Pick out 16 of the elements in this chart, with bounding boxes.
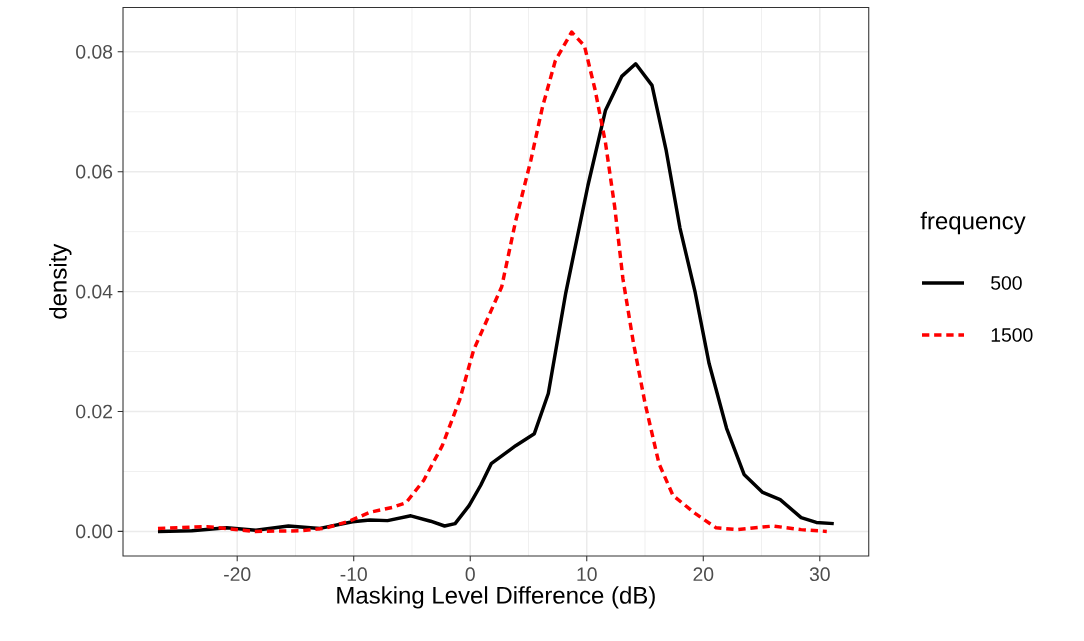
y-tick-label: 0.00 xyxy=(76,524,113,539)
x-tick-label: 0 xyxy=(465,567,475,582)
y-axis-title: density xyxy=(49,243,72,319)
x-tick-label: 10 xyxy=(577,567,597,582)
y-tick-label: 0.08 xyxy=(76,44,113,59)
x-axis-title: Masking Level Difference (dB) xyxy=(337,586,655,609)
legend-title: frequency xyxy=(920,211,1026,235)
x-tick-label: -10 xyxy=(340,567,367,582)
x-tick-label: -20 xyxy=(224,567,251,582)
y-tick-label: 0.02 xyxy=(76,404,112,419)
y-tick-label: 0.06 xyxy=(76,164,113,179)
y-tick-label: 0.04 xyxy=(76,284,113,299)
legend-label: 1500 xyxy=(991,328,1033,342)
legend-label: 500 xyxy=(991,276,1022,290)
x-tick-label: 30 xyxy=(809,567,830,582)
x-tick-label: 20 xyxy=(693,567,714,582)
